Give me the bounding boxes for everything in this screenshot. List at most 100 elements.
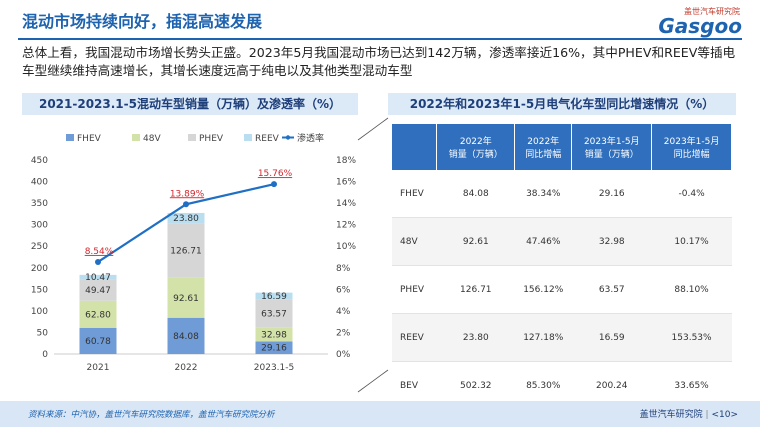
table-cell: 38.34% <box>514 170 572 218</box>
y-left-tick-label: 450 <box>31 156 48 166</box>
table-cell: 63.57 <box>571 265 652 314</box>
legend-swatch <box>244 134 252 141</box>
footer-page: 盖世汽车研究院 | <10> <box>639 410 738 420</box>
bar-segment <box>255 292 293 300</box>
bar-segment <box>255 341 293 354</box>
table-cell: 10.17% <box>651 217 732 266</box>
bar-value-label: 23.80 <box>173 214 199 224</box>
legend-swatch <box>66 134 74 141</box>
table-header-row: 2022年 销量（万辆） 2022年 同比增幅 2023年1-5月 销量（万辆） 2023年… <box>392 124 732 170</box>
table-row: FHEV 84.08 38.34% 29.16 -0.4% <box>392 170 732 218</box>
bar-segment <box>167 212 205 224</box>
hybrid-sales-chart: 0 50 100 150 200 250 300 350 400 450 0% 2% 4% 6% 8% 10%… <box>31 132 357 373</box>
table-body: FHEV 84.08 38.34% 29.16 -0.4% 48V 92.61 47.46% 3… <box>392 170 732 410</box>
penetration-label: 8.54% <box>85 247 114 257</box>
table-header-cell: 2022年 同比增幅 <box>514 124 573 170</box>
page-title: 混动市场持续向好，插混高速发展 <box>22 12 263 31</box>
bar-value-label: 62.80 <box>85 310 111 320</box>
y-left-tick-label: 200 <box>31 264 48 274</box>
page-number: <10> <box>711 410 738 420</box>
table-cell: 153.53% <box>651 313 732 362</box>
table-cell: 127.18% <box>514 313 572 362</box>
table-cell: 32.98 <box>571 217 652 266</box>
y-right-tick-label: 4% <box>336 307 351 317</box>
bar-value-label: 29.16 <box>261 344 287 354</box>
y-left-tick-label: 400 <box>31 178 48 188</box>
bar-segment <box>79 274 117 280</box>
table-cell: 88.10% <box>651 265 732 314</box>
x-tick-label: 2023.1-5 <box>254 363 294 373</box>
x-tick-label: 2022 <box>175 363 198 373</box>
y-left-tick-label: 300 <box>31 221 48 231</box>
table-row-label: REEV <box>392 313 437 362</box>
legend-label: REEV <box>255 134 280 144</box>
y-right-tick-label: 0% <box>336 350 351 360</box>
table-cell: 84.08 <box>436 170 515 218</box>
bar-value-label: 16.59 <box>261 292 287 302</box>
table-cell: -0.4% <box>651 170 732 218</box>
legend-label: PHEV <box>199 134 224 144</box>
table-header-cell: 2023年1-5月 同比增幅 <box>651 124 732 170</box>
legend-line-marker <box>285 135 291 140</box>
footer-bar: 资料来源：中汽协，盖世汽车研究院数据库，盖世汽车研究院分析 盖世汽车研究院 | … <box>0 401 760 427</box>
penetration-point <box>183 201 189 208</box>
footer-source: 资料来源：中汽协，盖世汽车研究院数据库，盖世汽车研究院分析 <box>28 410 275 420</box>
table-row: 48V 92.61 47.46% 32.98 10.17% <box>392 217 732 266</box>
left-panel-title: 2021-2023.1-5混动车型销量（万辆）及渗透率（%） <box>22 93 358 115</box>
y-left-tick-label: 250 <box>31 242 48 252</box>
table-cell: 126.71 <box>436 265 515 314</box>
legend-label: 48V <box>143 134 161 144</box>
gasgoo-logo: 盖世汽车研究院 Gasgoo <box>624 6 744 40</box>
penetration-label: 13.89% <box>170 189 205 199</box>
bar-value-label: 63.57 <box>261 310 287 320</box>
y-right-tick-label: 2% <box>336 328 351 338</box>
table-cell: 16.59 <box>571 313 652 362</box>
right-panel-title: 2022年和2023年1-5月电气化车型同比增速情况（%） <box>388 93 736 115</box>
table-row: REEV 23.80 127.18% 16.59 153.53% <box>392 313 732 362</box>
bar-segment <box>255 327 293 342</box>
bar-value-label: 32.98 <box>261 330 287 340</box>
y-left-tick-label: 150 <box>31 285 48 295</box>
legend-swatch <box>188 134 196 141</box>
table-row-label: 48V <box>392 217 437 266</box>
y-left-tick-label: 100 <box>31 307 48 317</box>
y-right-tick-label: 14% <box>336 199 356 209</box>
bar-value-label: 10.47 <box>85 273 111 283</box>
y-left-tick-label: 350 <box>31 199 48 209</box>
bar-segment <box>255 299 293 328</box>
footer-org: 盖世汽车研究院 <box>639 410 703 420</box>
table-cell: 29.16 <box>571 170 652 218</box>
bar-value-label: 92.61 <box>173 294 199 304</box>
table-header-cell <box>392 124 438 170</box>
bar-segment <box>79 279 117 301</box>
table-header-cell: 2023年1-5月 销量（万辆） <box>571 124 653 170</box>
penetration-label: 15.76% <box>258 169 293 179</box>
y-right-tick-label: 8% <box>336 264 351 274</box>
table-cell: 47.46% <box>514 217 572 266</box>
legend-label: FHEV <box>77 134 102 144</box>
bar-value-label: 84.08 <box>173 332 199 342</box>
bar-segment <box>167 317 205 354</box>
table-row: PHEV 126.71 156.12% 63.57 88.10% <box>392 265 732 314</box>
table-cell: 156.12% <box>514 265 572 314</box>
table-row-label: PHEV <box>392 265 437 314</box>
bar-segment <box>79 327 117 354</box>
bar-segment <box>167 223 205 278</box>
table-cell: 23.80 <box>436 313 515 362</box>
bar-segment <box>79 300 117 328</box>
bar-value-label: 60.78 <box>85 337 111 347</box>
table-row-label: FHEV <box>392 170 437 218</box>
logo-cn-text: 盖世汽车研究院 <box>684 7 740 16</box>
y-left-tick-label: 50 <box>37 328 49 338</box>
summary-text: 总体上看，我国混动市场增长势头正盛。2023年5月我国混动市场已达到142万辆，… <box>22 45 736 78</box>
legend-swatch <box>132 134 140 141</box>
table-header-cell: 2022年 销量（万辆） <box>436 124 516 170</box>
legend-label: 渗透率 <box>297 132 324 144</box>
x-tick-label: 2021 <box>87 363 110 373</box>
penetration-point <box>271 181 277 188</box>
table-cell: 92.61 <box>436 217 515 266</box>
logo-en-text: Gasgoo <box>658 14 742 38</box>
y-right-tick-label: 12% <box>336 221 356 231</box>
penetration-point <box>95 258 101 265</box>
bar-value-label: 49.47 <box>85 286 111 296</box>
